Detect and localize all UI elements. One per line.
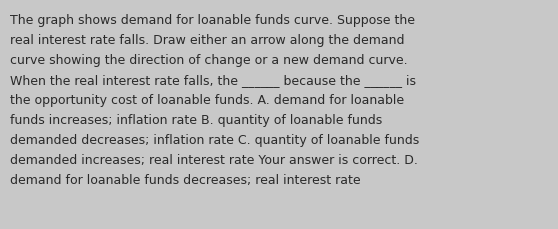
Text: funds increases; inflation rate B. quantity of loanable funds: funds increases; inflation rate B. quant… bbox=[10, 114, 382, 126]
Text: demand for loanable funds decreases; real interest rate: demand for loanable funds decreases; rea… bbox=[10, 173, 360, 186]
Text: curve showing the direction of change or a new demand curve.: curve showing the direction of change or… bbox=[10, 54, 408, 67]
Text: The graph shows demand for loanable funds curve. Suppose the: The graph shows demand for loanable fund… bbox=[10, 14, 415, 27]
Text: the opportunity cost of loanable funds. A. demand for loanable: the opportunity cost of loanable funds. … bbox=[10, 94, 404, 106]
Text: real interest rate falls. Draw either an arrow along the demand: real interest rate falls. Draw either an… bbox=[10, 34, 405, 47]
Text: demanded decreases; inflation rate C. quantity of loanable funds: demanded decreases; inflation rate C. qu… bbox=[10, 134, 419, 146]
Text: When the real interest rate falls, the ______ because the ______ is: When the real interest rate falls, the _… bbox=[10, 74, 416, 87]
Text: demanded increases; real interest rate Your answer is correct. D.: demanded increases; real interest rate Y… bbox=[10, 153, 418, 166]
